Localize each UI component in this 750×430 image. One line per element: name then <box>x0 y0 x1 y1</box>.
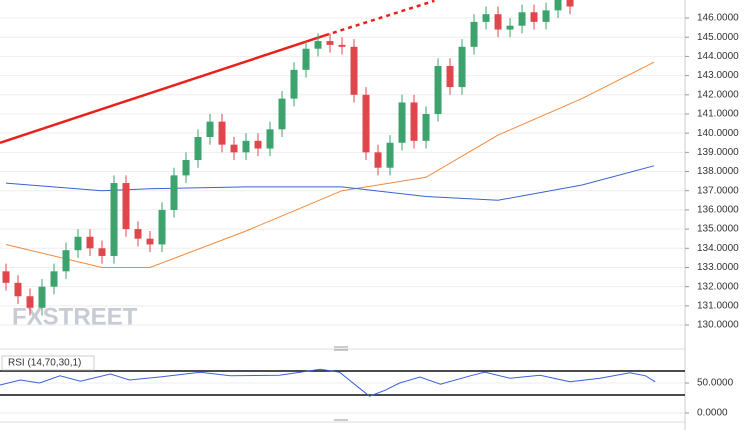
candle-body <box>134 229 142 239</box>
candle-body <box>518 12 526 26</box>
candle-body <box>302 48 310 70</box>
candle-body <box>374 152 382 168</box>
candle-body <box>350 46 358 95</box>
y-tick-label: 140.0000 <box>697 128 739 139</box>
candle-body <box>506 25 514 30</box>
candle-body <box>326 41 334 45</box>
y-tick-label: 130.0000 <box>697 320 739 331</box>
candle-body <box>218 121 226 145</box>
y-tick-label: 135.0000 <box>697 224 739 235</box>
candle-body <box>110 183 118 256</box>
candle-body <box>470 21 478 47</box>
y-tick-label: 132.0000 <box>697 281 739 292</box>
candle-body <box>446 66 454 88</box>
candle-body <box>194 137 202 161</box>
rsi-title: RSI (14,70,30,1) <box>8 358 81 369</box>
candle-body <box>158 209 166 245</box>
candle-body <box>290 69 298 99</box>
y-tick-label: 142.0000 <box>697 89 739 100</box>
candle-body <box>122 183 130 230</box>
y-tick-label: 143.0000 <box>697 70 739 81</box>
candle-body <box>566 0 574 7</box>
candle-body <box>26 296 34 308</box>
candle-body <box>230 144 238 153</box>
candle-body <box>170 175 178 210</box>
y-tick-label: 141.0000 <box>697 109 739 120</box>
y-tick-label: 136.0000 <box>697 205 739 216</box>
y-tick-label: 145.0000 <box>697 32 739 43</box>
candle-body <box>242 140 250 153</box>
candle-body <box>182 160 190 176</box>
y-tick-label: 0.0000 <box>697 408 728 419</box>
candle-body <box>314 41 322 49</box>
candle-body <box>398 102 406 143</box>
y-tick-label: 146.0000 <box>697 13 739 24</box>
rsi-line <box>0 368 656 397</box>
candle-body <box>386 142 394 168</box>
candle-body <box>86 236 94 249</box>
candle-body <box>146 238 154 245</box>
candle-body <box>74 236 82 251</box>
candle-body <box>14 282 22 297</box>
candle-body <box>38 286 46 308</box>
candle-body <box>50 271 58 287</box>
candle-body <box>362 94 370 153</box>
candle-body <box>254 140 262 149</box>
candle-body <box>422 113 430 141</box>
candle-body <box>266 129 274 149</box>
rsi-title-bg <box>1 355 95 371</box>
candle-body <box>98 248 106 256</box>
y-tick-label: 133.0000 <box>697 262 739 273</box>
candle-body <box>458 46 466 88</box>
candle-body <box>206 121 214 138</box>
y-tick-label: 134.0000 <box>697 243 739 254</box>
candle-body <box>2 271 10 283</box>
candle-body <box>278 98 286 130</box>
candle-body <box>62 250 70 272</box>
candle-body <box>542 10 550 22</box>
y-tick-label: 144.0000 <box>697 51 739 62</box>
candle-body <box>530 12 538 22</box>
y-tick-label: 50.0000 <box>697 378 734 389</box>
candle-body <box>494 14 502 30</box>
overlay-line <box>5 165 655 201</box>
candle-body <box>434 66 442 114</box>
candle-body <box>554 0 562 11</box>
overlay-line <box>5 61 655 268</box>
candle-body <box>338 44 346 47</box>
overlay-line <box>324 0 435 37</box>
candle-body <box>410 102 418 141</box>
overlay-line <box>0 34 326 144</box>
y-tick-label: 138.0000 <box>697 166 739 177</box>
watermark: FXSTREET <box>12 303 138 330</box>
y-tick-label: 139.0000 <box>697 147 739 158</box>
y-tick-label: 137.0000 <box>697 185 739 196</box>
y-tick-label: 131.0000 <box>697 300 739 311</box>
candle-body <box>482 14 490 22</box>
